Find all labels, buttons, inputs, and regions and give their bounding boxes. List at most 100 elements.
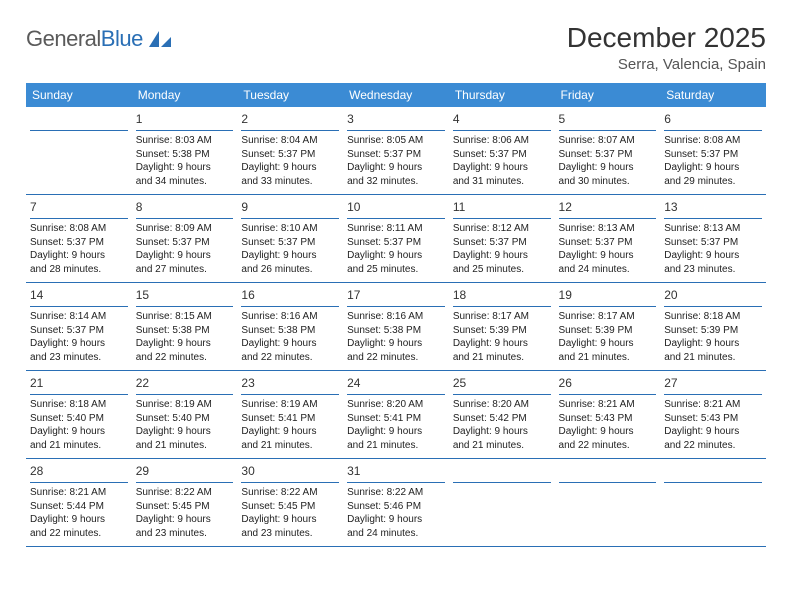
day-detail-text: Sunrise: 8:09 AMSunset: 5:37 PMDaylight:… — [136, 222, 234, 276]
day-detail-text: Sunrise: 8:13 AMSunset: 5:37 PMDaylight:… — [559, 222, 657, 276]
calendar-cell: 9Sunrise: 8:10 AMSunset: 5:37 PMDaylight… — [237, 195, 343, 283]
calendar-week-row: 14Sunrise: 8:14 AMSunset: 5:37 PMDayligh… — [26, 283, 766, 371]
day-number: 29 — [136, 464, 149, 478]
day-detail-text: Sunrise: 8:08 AMSunset: 5:37 PMDaylight:… — [664, 134, 762, 188]
day-detail-text: Sunrise: 8:21 AMSunset: 5:43 PMDaylight:… — [664, 398, 762, 452]
calendar-week-row: 28 Sunrise: 8:21 AMSunset: 5:44 PMDayligh… — [26, 459, 766, 547]
day-number-row: 28 — [30, 459, 128, 483]
day-header-row: SundayMondayTuesdayWednesdayThursdayFrid… — [26, 83, 766, 107]
day-number: 6 — [664, 112, 671, 126]
day-number-row: 17 — [347, 283, 445, 307]
brand-logo: GeneralBlue — [26, 26, 173, 52]
day-detail-text: Sunrise: 8:14 AMSunset: 5:37 PMDaylight:… — [30, 310, 128, 364]
calendar-cell-inner: 28 Sunrise: 8:21 AMSunset: 5:44 PMDayligh… — [26, 459, 132, 547]
day-detail-text: Sunrise: 8:18 AMSunset: 5:40 PMDaylight:… — [30, 398, 128, 452]
calendar-head: SundayMondayTuesdayWednesdayThursdayFrid… — [26, 83, 766, 107]
calendar-cell-inner: 30Sunrise: 8:22 AMSunset: 5:45 PMDayligh… — [237, 459, 343, 547]
day-number: 9 — [241, 200, 248, 214]
day-number-row: 2 — [241, 107, 339, 131]
day-header: Thursday — [449, 83, 555, 107]
month-title: December 2025 — [567, 22, 766, 54]
calendar-cell-inner: 11Sunrise: 8:12 AMSunset: 5:37 PMDayligh… — [449, 195, 555, 283]
day-number-row: 29 — [136, 459, 234, 483]
calendar-cell: 30Sunrise: 8:22 AMSunset: 5:45 PMDayligh… — [237, 459, 343, 547]
calendar-cell-inner: 13Sunrise: 8:13 AMSunset: 5:37 PMDayligh… — [660, 195, 766, 283]
day-detail-text: Sunrise: 8:20 AMSunset: 5:42 PMDaylight:… — [453, 398, 551, 452]
calendar-cell-inner — [660, 459, 766, 547]
calendar-cell: 12 Sunrise: 8:13 AMSunset: 5:37 PMDayligh… — [555, 195, 661, 283]
calendar-cell: 26Sunrise: 8:21 AMSunset: 5:43 PMDayligh… — [555, 371, 661, 459]
day-number-row: 23 — [241, 371, 339, 395]
day-number-row: 8 — [136, 195, 234, 219]
calendar-cell: 19Sunrise: 8:17 AMSunset: 5:39 PMDayligh… — [555, 283, 661, 371]
day-number: 25 — [453, 376, 466, 390]
day-number-row: 24 — [347, 371, 445, 395]
calendar-cell-inner: 17Sunrise: 8:16 AMSunset: 5:38 PMDayligh… — [343, 283, 449, 371]
day-number-row: 7 — [30, 195, 128, 219]
calendar-cell-inner: 15Sunrise: 8:15 AMSunset: 5:38 PMDayligh… — [132, 283, 238, 371]
day-detail-text: Sunrise: 8:13 AMSunset: 5:37 PMDaylight:… — [664, 222, 762, 276]
calendar-cell-inner — [26, 107, 132, 195]
calendar-cell: 13Sunrise: 8:13 AMSunset: 5:37 PMDayligh… — [660, 195, 766, 283]
calendar-cell-inner: 20Sunrise: 8:18 AMSunset: 5:39 PMDayligh… — [660, 283, 766, 371]
calendar-cell-inner: 21 Sunrise: 8:18 AMSunset: 5:40 PMDayligh… — [26, 371, 132, 459]
calendar-cell: 28 Sunrise: 8:21 AMSunset: 5:44 PMDayligh… — [26, 459, 132, 547]
day-number: 7 — [30, 200, 37, 214]
day-header: Saturday — [660, 83, 766, 107]
calendar-cell-inner: 22Sunrise: 8:19 AMSunset: 5:40 PMDayligh… — [132, 371, 238, 459]
day-number: 21 — [30, 376, 43, 390]
calendar-cell-inner: 6 Sunrise: 8:08 AMSunset: 5:37 PMDaylight… — [660, 107, 766, 195]
day-detail-text: Sunrise: 8:16 AMSunset: 5:38 PMDaylight:… — [241, 310, 339, 364]
calendar-cell: 15Sunrise: 8:15 AMSunset: 5:38 PMDayligh… — [132, 283, 238, 371]
day-detail-text: Sunrise: 8:21 AMSunset: 5:44 PMDaylight:… — [30, 486, 128, 540]
day-detail-text: Sunrise: 8:15 AMSunset: 5:38 PMDaylight:… — [136, 310, 234, 364]
calendar-week-row: 7 Sunrise: 8:08 AMSunset: 5:37 PMDaylight… — [26, 195, 766, 283]
day-number: 17 — [347, 288, 360, 302]
day-number: 31 — [347, 464, 360, 478]
day-number: 23 — [241, 376, 254, 390]
day-detail-text: Sunrise: 8:08 AMSunset: 5:37 PMDaylight:… — [30, 222, 128, 276]
calendar-cell: 18Sunrise: 8:17 AMSunset: 5:39 PMDayligh… — [449, 283, 555, 371]
day-number-row: 4 — [453, 107, 551, 131]
day-number-row: 18 — [453, 283, 551, 307]
calendar-week-row: 21 Sunrise: 8:18 AMSunset: 5:40 PMDayligh… — [26, 371, 766, 459]
calendar-cell: 8 Sunrise: 8:09 AMSunset: 5:37 PMDaylight… — [132, 195, 238, 283]
calendar-cell-inner: 10Sunrise: 8:11 AMSunset: 5:37 PMDayligh… — [343, 195, 449, 283]
day-detail-text: Sunrise: 8:03 AMSunset: 5:38 PMDaylight:… — [136, 134, 234, 188]
day-number: 12 — [559, 200, 572, 214]
day-number: 5 — [559, 112, 566, 126]
calendar-cell-inner — [555, 459, 661, 547]
calendar-cell-inner: 23Sunrise: 8:19 AMSunset: 5:41 PMDayligh… — [237, 371, 343, 459]
calendar-cell: 7 Sunrise: 8:08 AMSunset: 5:37 PMDaylight… — [26, 195, 132, 283]
location-label: Serra, Valencia, Spain — [567, 56, 766, 73]
calendar-cell: 5 Sunrise: 8:07 AMSunset: 5:37 PMDaylight… — [555, 107, 661, 195]
day-detail-text: Sunrise: 8:22 AMSunset: 5:45 PMDaylight:… — [136, 486, 234, 540]
calendar-cell: 20Sunrise: 8:18 AMSunset: 5:39 PMDayligh… — [660, 283, 766, 371]
day-detail-text: Sunrise: 8:07 AMSunset: 5:37 PMDaylight:… — [559, 134, 657, 188]
calendar-cell: 3Sunrise: 8:05 AMSunset: 5:37 PMDaylight… — [343, 107, 449, 195]
day-detail-text: Sunrise: 8:06 AMSunset: 5:37 PMDaylight:… — [453, 134, 551, 188]
logo-text-right: Blue — [101, 26, 143, 51]
calendar-cell: 17Sunrise: 8:16 AMSunset: 5:38 PMDayligh… — [343, 283, 449, 371]
calendar-cell: 16 Sunrise: 8:16 AMSunset: 5:38 PMDayligh… — [237, 283, 343, 371]
day-detail-text: Sunrise: 8:04 AMSunset: 5:37 PMDaylight:… — [241, 134, 339, 188]
day-number-row: 16 — [241, 283, 339, 307]
calendar-cell-inner: 12 Sunrise: 8:13 AMSunset: 5:37 PMDayligh… — [555, 195, 661, 283]
day-number-row: 1 — [136, 107, 234, 131]
calendar-cell: 29 Sunrise: 8:22 AMSunset: 5:45 PMDayligh… — [132, 459, 238, 547]
day-detail-text: Sunrise: 8:11 AMSunset: 5:37 PMDaylight:… — [347, 222, 445, 276]
day-number-row: 26 — [559, 371, 657, 395]
calendar-cell: 31Sunrise: 8:22 AMSunset: 5:46 PMDayligh… — [343, 459, 449, 547]
empty-cell-body — [664, 486, 762, 536]
day-number-row: 9 — [241, 195, 339, 219]
day-number-row: 21 — [30, 371, 128, 395]
day-number: 8 — [136, 200, 143, 214]
day-number-row: 19 — [559, 283, 657, 307]
day-number: 27 — [664, 376, 677, 390]
day-number: 3 — [347, 112, 354, 126]
calendar-cell: 22Sunrise: 8:19 AMSunset: 5:40 PMDayligh… — [132, 371, 238, 459]
day-detail-text: Sunrise: 8:20 AMSunset: 5:41 PMDaylight:… — [347, 398, 445, 452]
day-header: Monday — [132, 83, 238, 107]
day-number: 2 — [241, 112, 248, 126]
day-number-row: 31 — [347, 459, 445, 483]
